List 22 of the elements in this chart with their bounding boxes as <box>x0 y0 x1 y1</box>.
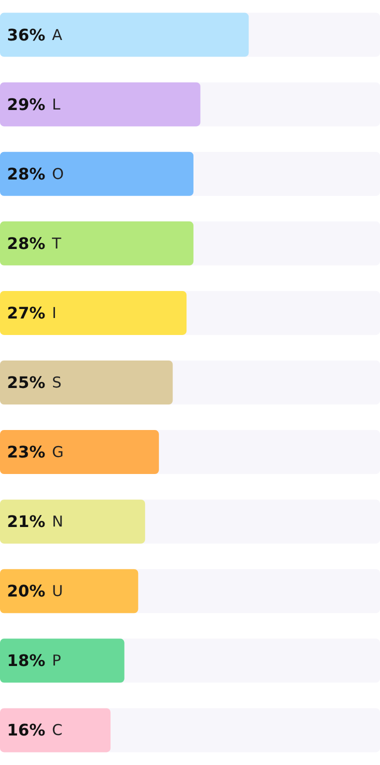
y-tick-label: O <box>52 164 64 183</box>
data-label: 23% <box>7 442 46 462</box>
data-label: 28% <box>7 164 46 184</box>
y-tick-label: U <box>52 582 63 600</box>
data-label: 36% <box>7 25 46 44</box>
data-label: 21% <box>7 512 46 532</box>
y-tick-label: T <box>50 234 62 252</box>
y-tick-label: S <box>52 374 62 392</box>
y-tick-label: P <box>52 652 62 670</box>
data-label: 18% <box>7 651 46 670</box>
data-label: 27% <box>7 303 46 322</box>
data-label: 29% <box>7 94 46 114</box>
y-tick-label: N <box>52 512 64 531</box>
y-tick-label: I <box>52 304 56 322</box>
y-tick-label: G <box>52 443 64 462</box>
data-label: 16% <box>7 720 46 740</box>
data-label: 28% <box>7 234 46 253</box>
data-label: 20% <box>7 582 46 601</box>
y-tick-label: L <box>52 95 61 114</box>
y-tick-label: C <box>52 721 62 740</box>
y-tick-label: A <box>52 26 63 44</box>
data-label: 25% <box>7 373 46 392</box>
